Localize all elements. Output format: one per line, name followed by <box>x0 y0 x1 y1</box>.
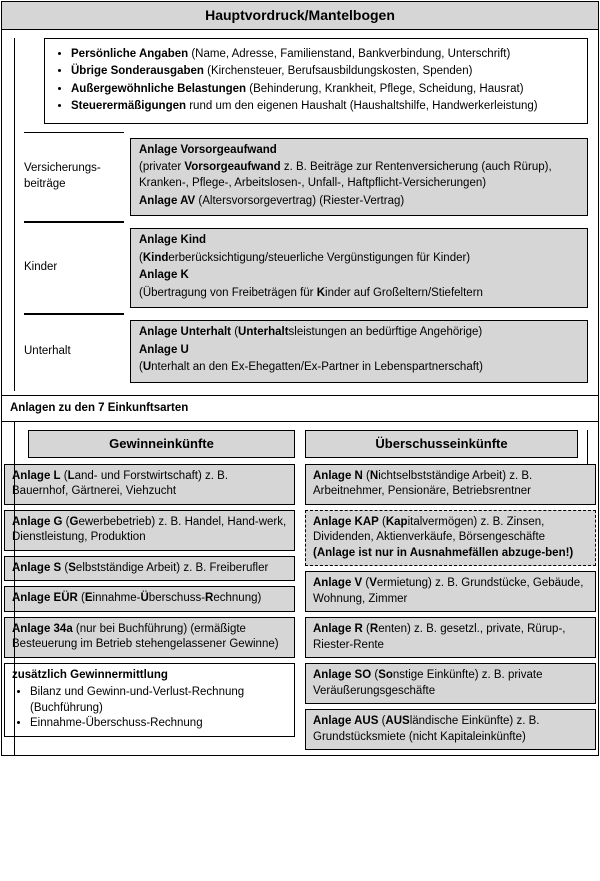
row-line: (Unterhalt an den Ex-Ehegatten/Ex-Partne… <box>139 360 579 376</box>
upper-tree: Persönliche Angaben (Name, Adresse, Fami… <box>2 38 598 391</box>
left-cell: Anlage S (Selbstständige Arbeit) z. B. F… <box>4 556 295 582</box>
section-7-einkunftsarten: Anlagen zu den 7 Einkunftsarten <box>2 395 598 423</box>
row-content-box: Anlage Vorsorgeaufwand(privater Vorsorge… <box>130 138 588 216</box>
top-bullet-list: Persönliche Angaben (Name, Adresse, Fami… <box>51 47 577 115</box>
category-row: Unterhalt Anlage Unterhalt (Unterhaltslei… <box>24 314 598 389</box>
row-label: Kinder <box>24 222 124 314</box>
category-rows: Versicherungs-beiträgeAnlage Vorsorgeauf… <box>24 132 598 389</box>
right-cells: Anlage N (Nichtselbstständige Arbeit) z.… <box>305 464 596 751</box>
category-row: Versicherungs-beiträgeAnlage Vorsorgeauf… <box>24 132 598 222</box>
right-cell: Anlage R (Renten) z. B. gesetzl., privat… <box>305 617 596 658</box>
top-bullet-item: Persönliche Angaben (Name, Adresse, Fami… <box>71 47 577 63</box>
top-bullet-box: Persönliche Angaben (Name, Adresse, Fami… <box>44 38 588 124</box>
left-column: Gewinneinkünfte Anlage L (Land- und Fors… <box>4 422 300 755</box>
left-extra-title: zusätzlich Gewinnermittlung <box>12 669 168 681</box>
left-cell: Anlage G (Gewerbebetrieb) z. B. Handel, … <box>4 510 295 551</box>
right-column-header: Überschusseinkünfte <box>305 430 578 458</box>
right-column: Überschusseinkünfte Anlage N (Nichtselbs… <box>300 422 598 755</box>
tree-line-vertical-upper <box>14 38 15 391</box>
row-line: Anlage U <box>139 343 579 359</box>
right-cell: Anlage N (Nichtselbstständige Arbeit) z.… <box>305 464 596 505</box>
main-header: Hauptvordruck/Mantelbogen <box>2 2 598 30</box>
top-bullet-item: Übrige Sonderausgaben (Kirchensteuer, Be… <box>71 64 577 80</box>
row-label: Unterhalt <box>24 314 124 389</box>
row-line: Anlage K <box>139 268 579 284</box>
left-extra-item: Einnahme-Überschuss-Rechnung <box>30 716 287 732</box>
top-bullet-item: Außergewöhnliche Belastungen (Behinderun… <box>71 82 577 98</box>
left-cell: Anlage 34a (nur bei Buchführung) (ermäßi… <box>4 617 295 658</box>
right-cell: Anlage V (Vermietung) z. B. Grundstücke,… <box>305 571 596 612</box>
row-line: Anlage Vorsorgeaufwand <box>139 143 579 159</box>
left-cell: Anlage EÜR (Einnahme-Überschuss-Rechnung… <box>4 586 295 612</box>
document-frame: Hauptvordruck/Mantelbogen Persönliche An… <box>1 1 599 756</box>
row-content-box: Anlage Unterhalt (Unterhaltsleistungen a… <box>130 320 588 383</box>
left-cell: Anlage L (Land- und Forstwirtschaft) z. … <box>4 464 295 505</box>
right-tree-line <box>587 430 588 464</box>
row-line: Anlage AV (Altersvorsorgevertrag) (Riest… <box>139 194 579 210</box>
right-cell: Anlage AUS (AUSländische Einkünfte) z. B… <box>305 709 596 750</box>
row-label: Versicherungs-beiträge <box>24 132 124 222</box>
left-column-header: Gewinneinkünfte <box>28 430 295 458</box>
row-line: Anlage Kind <box>139 233 579 249</box>
left-extra-list: Bilanz und Gewinn-und-Verlust-Rechnung (… <box>12 685 287 732</box>
left-extra-item: Bilanz und Gewinn-und-Verlust-Rechnung (… <box>30 685 287 716</box>
right-cell: Anlage KAP (Kapitalvermögen) z. B. Zinse… <box>305 510 596 567</box>
top-bullet-item: Steuerermäßigungen rund um den eigenen H… <box>71 99 577 115</box>
left-cells: Anlage L (Land- und Forstwirtschaft) z. … <box>4 464 295 658</box>
row-line: Anlage Unterhalt (Unterhaltsleistungen a… <box>139 325 579 341</box>
two-column-area: Gewinneinkünfte Anlage L (Land- und Fors… <box>2 422 598 755</box>
category-row: Kinder Anlage Kind (Kinderberücksichtigung… <box>24 222 598 314</box>
tree-line-vertical-lower <box>14 422 15 755</box>
left-extra-box: zusätzlich Gewinnermittlung Bilanz und G… <box>4 663 295 737</box>
row-line: (Übertragung von Freibeträgen für Kinder… <box>139 286 579 302</box>
row-line: (Kinderberücksichtigung/steuerliche Verg… <box>139 251 579 267</box>
right-cell: Anlage SO (Sonstige Einkünfte) z. B. pri… <box>305 663 596 704</box>
row-line: (privater Vorsorgeaufwand z. B. Beiträge… <box>139 160 579 191</box>
row-content-box: Anlage Kind (Kinderberücksichtigung/steue… <box>130 228 588 308</box>
